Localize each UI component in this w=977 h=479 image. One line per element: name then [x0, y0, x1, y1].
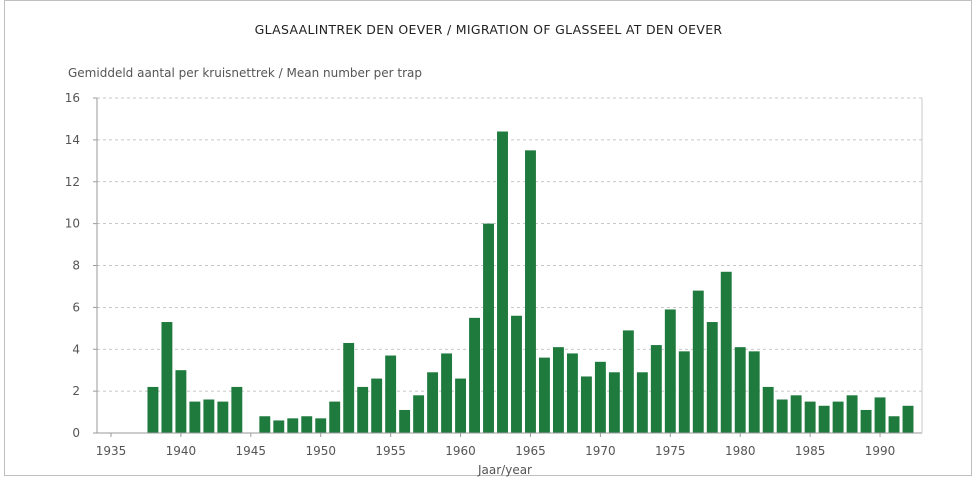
- bar: [259, 416, 271, 433]
- x-tick-label: 1990: [865, 444, 896, 458]
- y-tick-label: 0: [72, 426, 80, 440]
- x-tick-label: 1950: [305, 444, 336, 458]
- x-tick-label: 1945: [236, 444, 267, 458]
- bar: [399, 409, 411, 433]
- bar: [413, 395, 425, 433]
- x-tick-label: 1975: [655, 444, 686, 458]
- bar: [469, 317, 480, 433]
- bar: [385, 355, 397, 433]
- bar: [692, 290, 704, 433]
- bar: [776, 399, 788, 433]
- bar: [762, 386, 774, 433]
- bar: [231, 386, 243, 433]
- bar: [706, 322, 718, 433]
- bar: [874, 397, 886, 433]
- bar: [860, 409, 872, 433]
- bar: [566, 353, 578, 433]
- grid-lines: [97, 97, 922, 392]
- bar: [189, 401, 201, 433]
- bar: [217, 401, 229, 433]
- bar: [846, 395, 858, 433]
- x-tick-labels: 1935 1940 1945 1950 1955 1960 1965 1970 1975 1980…: [96, 444, 896, 458]
- bar: [203, 399, 215, 433]
- bar: [539, 357, 550, 433]
- bar: [329, 401, 341, 433]
- bar: [357, 386, 369, 433]
- bar: [734, 347, 746, 433]
- chart-frame: [4, 0, 972, 476]
- y-axis-label: Gemiddeld aantal per kruisnettrek / Mean…: [68, 66, 422, 80]
- chart-title: GLASAALINTREK DEN OEVER / MIGRATION OF G…: [254, 22, 723, 37]
- y-tick-label: 12: [65, 175, 80, 189]
- y-tick-label: 10: [65, 217, 80, 231]
- bar: [790, 395, 802, 433]
- bar: [650, 345, 662, 433]
- x-tick-label: 1980: [725, 444, 756, 458]
- bar: [902, 405, 914, 433]
- y-tick-label: 14: [65, 133, 80, 147]
- x-tick-label: 1970: [585, 444, 616, 458]
- bar: [511, 315, 522, 433]
- bar: [427, 372, 439, 433]
- x-tick-label: 1965: [515, 444, 546, 458]
- bar: [147, 386, 159, 433]
- y-tick-labels: 0 2 4 6 8 10 12 14 16: [65, 91, 80, 440]
- x-tick-label: 1960: [445, 444, 476, 458]
- bar: [720, 271, 732, 433]
- bar: [748, 351, 760, 433]
- bar: [315, 418, 327, 433]
- bar: [525, 150, 536, 433]
- bar: [343, 342, 355, 433]
- y-tick-label: 4: [72, 342, 80, 356]
- bar: [371, 378, 383, 433]
- bar: [580, 376, 592, 433]
- bar: [818, 405, 830, 433]
- bar: [301, 416, 313, 433]
- y-tick-label: 2: [72, 384, 80, 398]
- bar: [664, 309, 676, 433]
- bar: [483, 223, 494, 433]
- bar: [622, 330, 634, 433]
- bar: [175, 370, 187, 433]
- bar: [455, 378, 467, 433]
- y-tick-label: 6: [72, 300, 80, 314]
- bar: [273, 420, 285, 433]
- bar: [608, 372, 620, 433]
- x-axis-label: Jaar/year: [477, 463, 532, 477]
- y-tick-label: 16: [65, 91, 80, 105]
- bar: [804, 401, 816, 433]
- bar: [287, 418, 299, 433]
- bar: [161, 322, 173, 433]
- x-tick-label: 1955: [375, 444, 406, 458]
- bar: [636, 372, 648, 433]
- bar: [678, 351, 690, 433]
- x-tick-label: 1985: [795, 444, 826, 458]
- axes: [93, 97, 923, 437]
- y-tick-label: 8: [72, 259, 80, 273]
- bar: [832, 401, 844, 433]
- x-tick-label: 1940: [166, 444, 197, 458]
- bar: [552, 347, 564, 433]
- bar: [497, 131, 508, 433]
- bars: [147, 131, 914, 433]
- x-tick-label: 1935: [96, 444, 127, 458]
- bar: [441, 353, 453, 433]
- bar: [888, 416, 900, 433]
- bar: [594, 361, 606, 433]
